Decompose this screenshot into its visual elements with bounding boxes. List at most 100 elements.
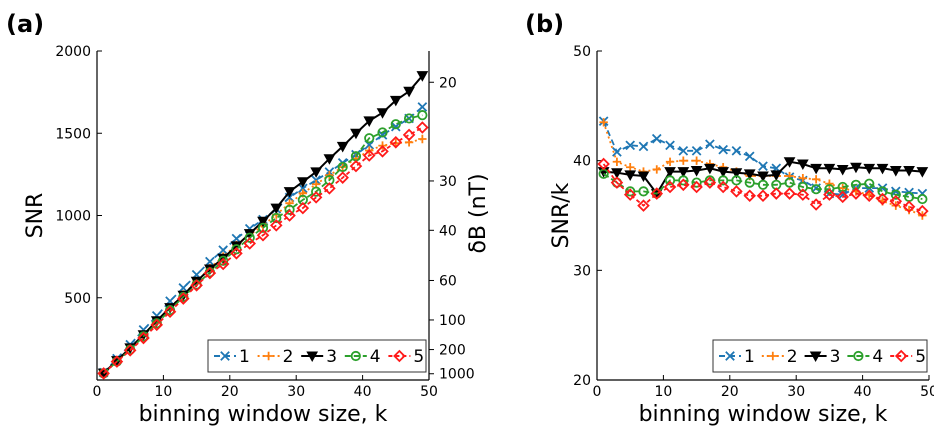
data-point-5	[323, 182, 336, 195]
data-point-4	[377, 127, 388, 138]
data-point-2	[811, 175, 821, 184]
data-point-5	[150, 318, 164, 332]
data-point-4	[638, 186, 649, 197]
data-point-3	[690, 166, 703, 177]
data-point-1	[758, 161, 768, 171]
data-point-4	[864, 178, 875, 189]
data-point-5	[862, 189, 876, 203]
data-point-5	[916, 204, 929, 218]
data-point-3	[376, 108, 389, 119]
y-tick-label: 20	[573, 373, 591, 389]
data-point-2	[692, 156, 701, 165]
data-point-5	[823, 188, 836, 201]
right-tick-label: 20	[439, 75, 457, 91]
data-point-5	[270, 219, 283, 232]
legend-label-5: 5	[915, 347, 926, 367]
data-point-1	[638, 141, 649, 152]
data-point-5	[203, 266, 217, 280]
data-point-5	[716, 180, 730, 194]
data-point-5	[902, 200, 916, 213]
data-point-5	[690, 180, 703, 194]
series-4	[598, 168, 928, 205]
legend-marker-1	[220, 351, 230, 361]
legend-label-2: 2	[787, 347, 798, 367]
data-point-4	[704, 175, 715, 186]
right-axis-label: δB (nT)	[466, 173, 491, 253]
data-point-3	[677, 167, 690, 178]
data-point-2	[418, 134, 427, 144]
data-point-4	[403, 113, 415, 124]
data-point-1	[744, 151, 755, 162]
data-point-3	[310, 167, 322, 178]
data-point-1	[705, 139, 715, 150]
data-point-5	[163, 305, 177, 319]
data-point-3	[270, 203, 283, 215]
legend-marker-5	[393, 349, 406, 363]
data-point-5	[663, 180, 677, 194]
chart-panel-1: (b) 0 10 20 30 40 50 20 30 40 50 binning window siz…	[525, 10, 934, 427]
legend-label-4: 4	[370, 347, 381, 367]
data-point-4	[311, 186, 322, 197]
data-point-1	[691, 145, 702, 156]
x-tick-label: 10	[154, 384, 172, 400]
y-tick-label: 1000	[55, 209, 91, 225]
data-point-5	[362, 149, 376, 162]
data-point-1	[625, 140, 636, 151]
y-axis-label: SNR/k	[549, 182, 574, 248]
data-point-5	[416, 121, 429, 134]
data-point-5	[730, 185, 743, 198]
x-tick-label: 10	[654, 384, 672, 400]
series-line-2	[102, 138, 423, 375]
series-5	[597, 157, 929, 218]
data-point-5	[677, 178, 690, 192]
y-tick-label: 1500	[55, 126, 91, 142]
data-point-2	[825, 179, 834, 188]
data-point-5	[597, 157, 610, 171]
legend-marker-1	[725, 351, 735, 361]
data-point-1	[731, 145, 742, 156]
data-point-5	[349, 159, 363, 173]
series-line-1	[602, 120, 923, 196]
right-tick-label: 1000	[439, 367, 475, 383]
y-tick-label: 2000	[55, 44, 91, 60]
x-tick-label: 20	[721, 384, 739, 400]
data-point-4	[271, 212, 282, 224]
data-point-3	[611, 168, 623, 179]
data-point-3	[363, 116, 376, 127]
data-point-4	[691, 177, 702, 188]
data-point-1	[890, 186, 901, 197]
data-point-3	[416, 71, 429, 82]
data-point-5	[783, 187, 796, 200]
y-tick-label: 40	[573, 154, 591, 170]
data-point-3	[823, 163, 836, 175]
data-point-5	[256, 228, 270, 242]
data-point-3	[810, 163, 822, 175]
data-point-1	[877, 183, 888, 193]
data-point-1	[231, 233, 242, 244]
data-point-2	[665, 157, 675, 166]
data-point-5	[743, 189, 756, 203]
data-point-3	[323, 154, 336, 165]
x-tick-label: 50	[920, 384, 934, 400]
data-point-3	[743, 169, 756, 180]
data-point-5	[796, 188, 810, 201]
series-1	[598, 116, 928, 200]
x-axis-label: binning window size, k	[639, 402, 888, 427]
data-point-3	[717, 167, 730, 178]
legend: 1 2 3 4 5	[207, 339, 427, 373]
x-tick-label: 30	[287, 384, 305, 400]
data-point-3	[770, 170, 783, 181]
legend-label-3: 3	[830, 347, 841, 367]
data-point-1	[218, 245, 228, 255]
legend: 1 2 3 4 5	[712, 339, 928, 373]
data-point-1	[665, 140, 675, 151]
data-point-5	[849, 187, 863, 200]
data-point-4	[784, 177, 795, 188]
data-point-4	[797, 181, 808, 193]
data-point-1	[205, 256, 215, 267]
legend-marker-3	[306, 351, 319, 363]
y-axis-label: SNR	[23, 193, 48, 239]
right-tick-label: 200	[439, 343, 466, 359]
data-point-3	[876, 163, 889, 175]
legend-label-3: 3	[326, 347, 337, 367]
